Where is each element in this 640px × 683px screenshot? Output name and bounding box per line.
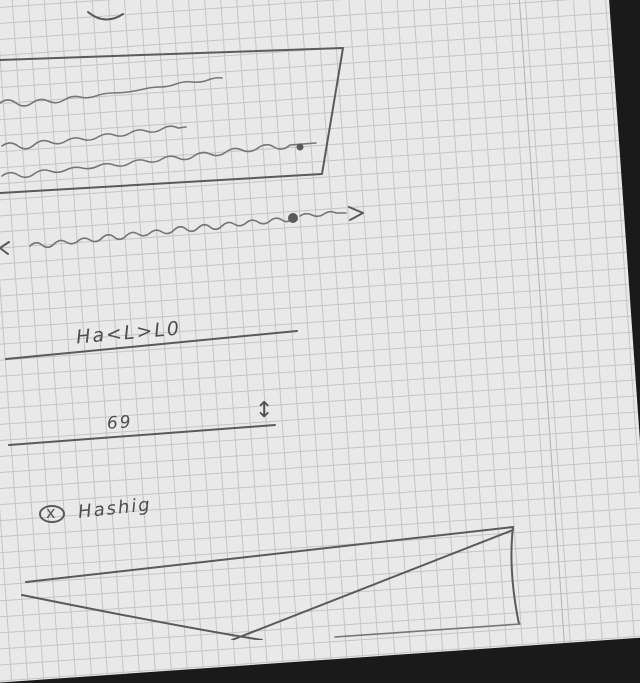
slider-track[interactable]: [29, 210, 347, 249]
text-area-box[interactable]: [0, 47, 344, 194]
number-field-value[interactable]: 69: [106, 412, 134, 434]
checkbox-box[interactable]: [39, 505, 65, 523]
number-stepper-icon[interactable]: ↕: [255, 398, 274, 423]
slider-right-arrow[interactable]: [348, 206, 364, 221]
bottom-box-diagonal-1: [231, 529, 514, 640]
wireframe-sketch: [0, 11, 521, 640]
slider-left-arrow[interactable]: [0, 241, 10, 255]
checkbox-check-mark[interactable]: x: [46, 503, 56, 522]
text-field-underline[interactable]: [5, 330, 298, 360]
top-partial-shape: [87, 11, 124, 21]
bottom-box-diagonal-2: [21, 594, 263, 640]
bottom-box-base: [334, 623, 521, 638]
text-area-resize-handle[interactable]: [296, 143, 304, 151]
text-area-line-3: [1, 142, 317, 179]
bottom-box[interactable]: [25, 526, 520, 625]
text-area-line-1: [0, 76, 223, 107]
number-field-underline[interactable]: [8, 424, 276, 446]
text-area-line-2: [1, 125, 187, 150]
slider-thumb[interactable]: [288, 213, 298, 223]
